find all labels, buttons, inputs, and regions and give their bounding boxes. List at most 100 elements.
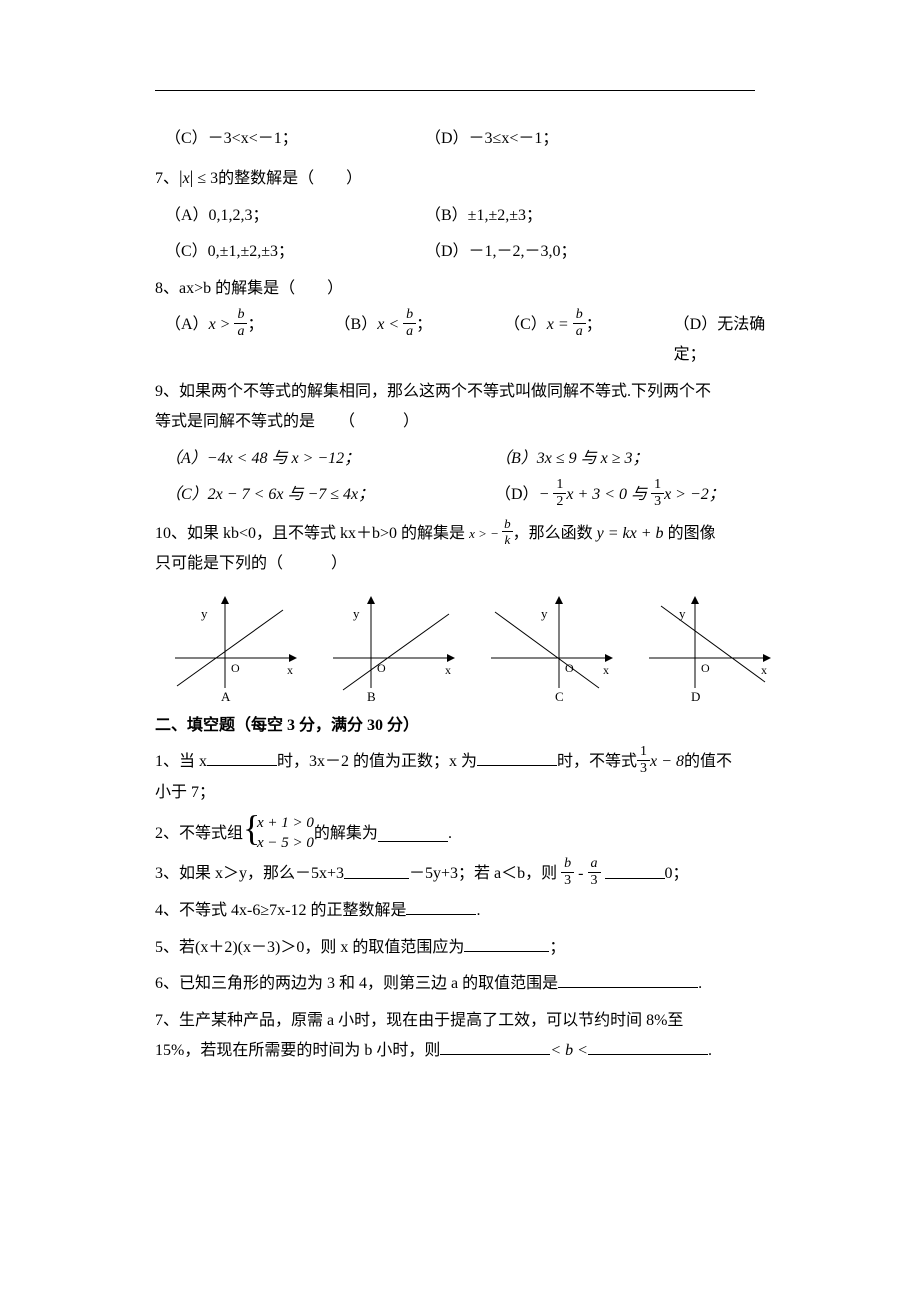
s2q1-line1: 1、当 x时，3x－2 的值为正数；x 为时，不等式13x − 8的值不 — [155, 747, 790, 778]
s2q1-c: 时，不等式 — [557, 753, 637, 770]
q8-b-pre: （B） — [335, 316, 378, 333]
q10-func: y = kx + b — [597, 525, 664, 542]
s2q2-a: 2、不等式组 — [155, 819, 243, 849]
q8-option-d: （D）无法确定； — [674, 316, 766, 363]
q10-graph-a: y O x A — [165, 588, 305, 703]
q8-options: （A）x > ba； （B）x < ba； （C）x = ba； （D）无法确定… — [155, 310, 790, 371]
s2q4-a: 4、不等式 4x-6≥7x-12 的正整数解是 — [155, 902, 406, 919]
q10-small-lhs: x > − — [469, 526, 502, 541]
s2q2: 2、不等式组 x + 1 > 0 x − 5 > 0 的解集为. — [155, 814, 790, 853]
q7-stem: 7、|x| ≤ 3的整数解是（ ） — [155, 160, 790, 194]
q9-stem1: 9、如果两个不等式的解集相同，那么这两个不等式叫做同解不等式.下列两个不 — [155, 377, 790, 407]
q8-a-var: x > — [209, 316, 235, 333]
blank — [378, 825, 448, 842]
s2q6-a: 6、已知三角形的两边为 3 和 4，则第三边 a 的取值范围是 — [155, 975, 558, 992]
s2q7-c: < b < — [550, 1042, 588, 1059]
svg-text:B: B — [367, 689, 376, 703]
svg-text:D: D — [691, 689, 700, 703]
q9-d-frac1: 12 — [553, 478, 566, 509]
q7-stemtext: 的整数解是（ ） — [218, 170, 362, 187]
q10-graph-b: y O x B — [323, 588, 463, 703]
s2q7-line2: 15%，若现在所需要的时间为 b 小时，则 < b <. — [155, 1036, 790, 1066]
s2q7-d: . — [708, 1042, 712, 1059]
q6-option-d: （D）－3≤x<－1； — [425, 124, 558, 154]
s2q2-brace: x + 1 > 0 x − 5 > 0 — [243, 814, 314, 853]
blank — [605, 862, 665, 879]
graph-svg-c: y O x C — [481, 588, 621, 703]
s2q2-b: 的解集为 — [314, 819, 378, 849]
q10-graph-c: y O x C — [481, 588, 621, 703]
svg-text:O: O — [565, 661, 574, 675]
s2q2-line2: x − 5 > 0 — [257, 834, 314, 854]
s2q4: 4、不等式 4x-6≥7x-12 的正整数解是. — [155, 896, 790, 926]
s2q2-c: . — [448, 819, 452, 849]
q10-b: ，那么函数 — [513, 525, 597, 542]
q7-option-b: （B）±1,±2,±3； — [425, 201, 542, 231]
q8-frac-c: ba — [573, 308, 586, 339]
blank — [558, 971, 698, 988]
svg-text:y: y — [353, 606, 360, 621]
q7-option-a: （A）0,1,2,3； — [165, 201, 425, 231]
q9-stem2: 等式是同解不等式的是 （ ） — [155, 407, 790, 437]
q9-row2: （C）2x − 7 < 6x 与 −7 ≤ 4x； （D）− 12x + 3 <… — [155, 480, 790, 511]
section2-title: 二、填空题（每空 3 分，满分 30 分） — [155, 711, 790, 741]
q9-row1: （A）−4x < 48 与 x > −12； （B）3x ≤ 9 与 x ≥ 3… — [155, 444, 790, 474]
svg-text:y: y — [201, 606, 208, 621]
s2q4-b: . — [476, 902, 480, 919]
blank — [477, 749, 557, 766]
graph-svg-d: y O x D — [639, 588, 779, 703]
semicolon: ； — [247, 316, 263, 333]
q10-smallfrac: bk — [502, 517, 513, 546]
q9-d-neg: − — [539, 486, 554, 503]
s2q7-b: 15%，若现在所需要的时间为 b 小时，则 — [155, 1042, 440, 1059]
q7-option-d: （D）－1,－2,－3,0； — [425, 237, 577, 267]
s2q6: 6、已知三角形的两边为 3 和 4，则第三边 a 的取值范围是. — [155, 969, 790, 999]
s2q3-frac1: b3 — [561, 857, 574, 888]
svg-text:y: y — [541, 606, 548, 621]
s2q1-a: 1、当 x — [155, 753, 207, 770]
blank — [464, 935, 549, 952]
q8-frac-a: ba — [234, 308, 247, 339]
semicolon: ； — [416, 316, 432, 333]
blank — [344, 862, 409, 879]
s2q5-b: ； — [549, 939, 565, 956]
s2q3-frac2: a3 — [588, 857, 601, 888]
s2q1-line2: 小于 7； — [155, 778, 790, 808]
q7-option-c: （C）0,±1,±2,±3； — [165, 237, 425, 267]
s2q7-line1: 7、生产某种产品，原需 a 小时，现在由于提高了工效，可以节约时间 8%至 — [155, 1006, 790, 1036]
q8-a-pre: （A） — [165, 316, 209, 333]
q10-graphs: y O x A y O x B — [165, 588, 790, 703]
blank — [440, 1038, 550, 1055]
header-rule — [155, 90, 755, 91]
q9-d-pre: （D） — [495, 486, 539, 503]
svg-text:A: A — [221, 689, 231, 703]
svg-text:x: x — [445, 663, 451, 677]
s2q3-b: －5y+3；若 a＜b，则 — [409, 866, 561, 883]
graph-svg-a: y O x A — [165, 588, 305, 703]
q10-a: 10、如果 kb<0，且不等式 kx＋b>0 的解集是 — [155, 525, 469, 542]
s2q1-d: x − 8 — [650, 753, 684, 770]
s2q3-c: 0； — [665, 866, 689, 883]
q7-absvar: x — [183, 170, 190, 187]
svg-text:O: O — [231, 661, 240, 675]
s2q1-e: 的值不 — [684, 753, 732, 770]
q10-stem2: 只可能是下列的（ ） — [155, 549, 790, 579]
q7-prefix: 7、 — [155, 170, 179, 187]
q8-b-var: x < — [377, 316, 403, 333]
svg-text:O: O — [701, 661, 710, 675]
q7-row1: （A）0,1,2,3； （B）±1,±2,±3； — [155, 201, 790, 231]
q8-c-var: x = — [547, 316, 573, 333]
q9-d-suf: x > −2； — [664, 486, 725, 503]
q6-options-row2: （C）－3<x<－1； （D）－3≤x<－1； — [155, 124, 790, 154]
q8-stem: 8、ax>b 的解集是（ ） — [155, 274, 790, 304]
q9-option-a: （A）−4x < 48 与 x > −12； — [165, 450, 360, 467]
q10-c: 的图像 — [664, 525, 716, 542]
s2q3: 3、如果 x＞y，那么－5x+3－5y+3；若 a＜b，则 b3 - a3 0； — [155, 859, 790, 890]
svg-text:y: y — [679, 606, 686, 621]
svg-text:x: x — [287, 663, 293, 677]
svg-text:x: x — [603, 663, 609, 677]
q8-c-pre: （C） — [504, 316, 547, 333]
semicolon: ； — [586, 316, 602, 333]
s2q1-frac: 13 — [637, 745, 650, 776]
q7-row2: （C）0,±1,±2,±3； （D）－1,－2,－3,0； — [155, 237, 790, 267]
